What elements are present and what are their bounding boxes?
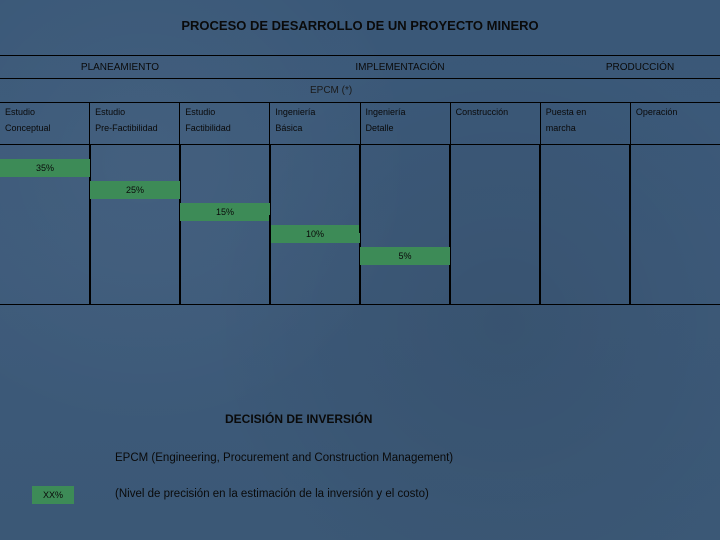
column-divider bbox=[449, 145, 451, 304]
phase-planning: PLANEAMIENTO bbox=[0, 56, 240, 78]
stage-cell: Estudio Factibilidad bbox=[180, 103, 270, 144]
stage-line1: Estudio bbox=[5, 107, 84, 117]
process-table: PLANEAMIENTO IMPLEMENTACIÓN PRODUCCIÓN E… bbox=[0, 55, 720, 305]
stage-cell: Estudio Pre-Factibilidad bbox=[90, 103, 180, 144]
stage-line1: Puesta en bbox=[546, 107, 625, 117]
stage-line2: Pre-Factibilidad bbox=[95, 123, 174, 133]
page-title: PROCESO DE DESARROLLO DE UN PROYECTO MIN… bbox=[0, 0, 720, 33]
stage-cell: Ingeniería Detalle bbox=[361, 103, 451, 144]
stage-line1: Operación bbox=[636, 107, 715, 117]
phase-row: PLANEAMIENTO IMPLEMENTACIÓN PRODUCCIÓN bbox=[0, 55, 720, 79]
stage-line2: Básica bbox=[275, 123, 354, 133]
column-divider bbox=[629, 145, 631, 304]
legend-epcm: EPCM (Engineering, Procurement and Const… bbox=[115, 452, 453, 464]
stage-cell: Operación bbox=[631, 103, 720, 144]
precision-bar: 15% bbox=[180, 203, 270, 221]
stage-line1: Ingeniería bbox=[366, 107, 445, 117]
precision-bar: 5% bbox=[360, 247, 450, 265]
stage-line1: Estudio bbox=[185, 107, 264, 117]
stage-line2: Detalle bbox=[366, 123, 445, 133]
stage-cell: Puesta en marcha bbox=[541, 103, 631, 144]
secondary-tick bbox=[359, 215, 361, 233]
column-divider bbox=[179, 145, 181, 304]
stage-cell: Estudio Conceptual bbox=[0, 103, 90, 144]
stage-line1: Ingeniería bbox=[275, 107, 354, 117]
precision-bar: 25% bbox=[90, 181, 180, 199]
column-divider bbox=[539, 145, 541, 304]
stage-cell: Construcción bbox=[451, 103, 541, 144]
phase-implementation: IMPLEMENTACIÓN bbox=[240, 56, 560, 78]
phase-production: PRODUCCIÓN bbox=[560, 56, 720, 78]
stage-line2: Factibilidad bbox=[185, 123, 264, 133]
precision-bar: 10% bbox=[270, 225, 360, 243]
precision-bar: 35% bbox=[0, 159, 90, 177]
stage-line1: Estudio bbox=[95, 107, 174, 117]
stage-line2: marcha bbox=[546, 123, 625, 133]
legend-precision-box: XX% bbox=[32, 486, 74, 504]
stage-cell: Ingeniería Básica bbox=[270, 103, 360, 144]
epcm-row: EPCM (*) bbox=[0, 79, 720, 103]
stage-line2: Conceptual bbox=[5, 123, 84, 133]
legend-precision-text: (Nivel de precisión en la estimación de … bbox=[115, 488, 429, 500]
stage-line1: Construcción bbox=[456, 107, 535, 117]
stage-row: Estudio Conceptual Estudio Pre-Factibili… bbox=[0, 103, 720, 145]
decision-label: DECISIÓN DE INVERSIÓN bbox=[225, 412, 372, 426]
decision-tick bbox=[269, 215, 271, 263]
